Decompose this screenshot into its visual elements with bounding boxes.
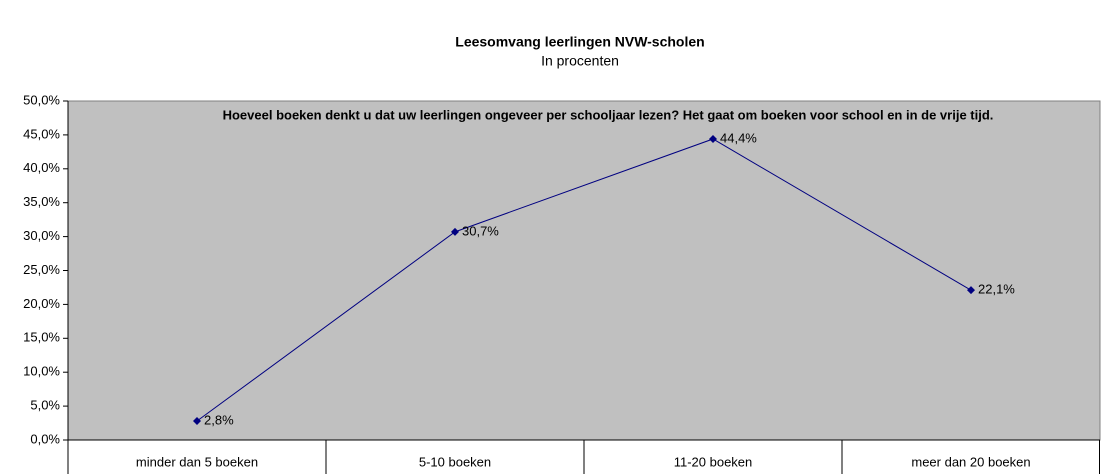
y-tick-label: 15,0% xyxy=(23,330,60,345)
y-tick-label: 35,0% xyxy=(23,194,60,209)
marker xyxy=(967,286,975,295)
y-tick-label: 0,0% xyxy=(30,431,60,446)
data-label: 2,8% xyxy=(204,412,234,427)
line xyxy=(196,138,972,422)
y-tick-label: 40,0% xyxy=(23,160,60,175)
y-tick-label: 50,0% xyxy=(23,92,60,107)
x-tick-label: 11-20 boeken xyxy=(674,454,753,469)
marker xyxy=(451,227,459,236)
marker xyxy=(193,417,201,426)
plot-area xyxy=(67,100,1101,441)
y-tick-label: 25,0% xyxy=(23,262,60,277)
marker xyxy=(709,134,717,143)
chart-title: Leesomvang leerlingen NVW-scholen xyxy=(455,34,704,50)
annotation: Hoeveel boeken denkt u dat uw leerlingen… xyxy=(223,107,994,122)
data-label: 30,7% xyxy=(462,223,499,238)
chart-subtitle: In procenten xyxy=(541,53,619,69)
y-tick-label: 10,0% xyxy=(23,364,60,379)
data-label: 44,4% xyxy=(720,130,757,145)
y-tick-label: 20,0% xyxy=(23,296,60,311)
x-tick-label: meer dan 20 boeken xyxy=(911,454,1030,469)
y-tick-label: 45,0% xyxy=(23,126,60,141)
data-label: 22,1% xyxy=(978,282,1015,297)
x-tick-label: minder dan 5 boeken xyxy=(136,454,258,469)
x-tick-label: 5-10 boeken xyxy=(419,454,491,469)
y-tick-label: 5,0% xyxy=(30,398,60,413)
y-tick-label: 30,0% xyxy=(23,228,60,243)
